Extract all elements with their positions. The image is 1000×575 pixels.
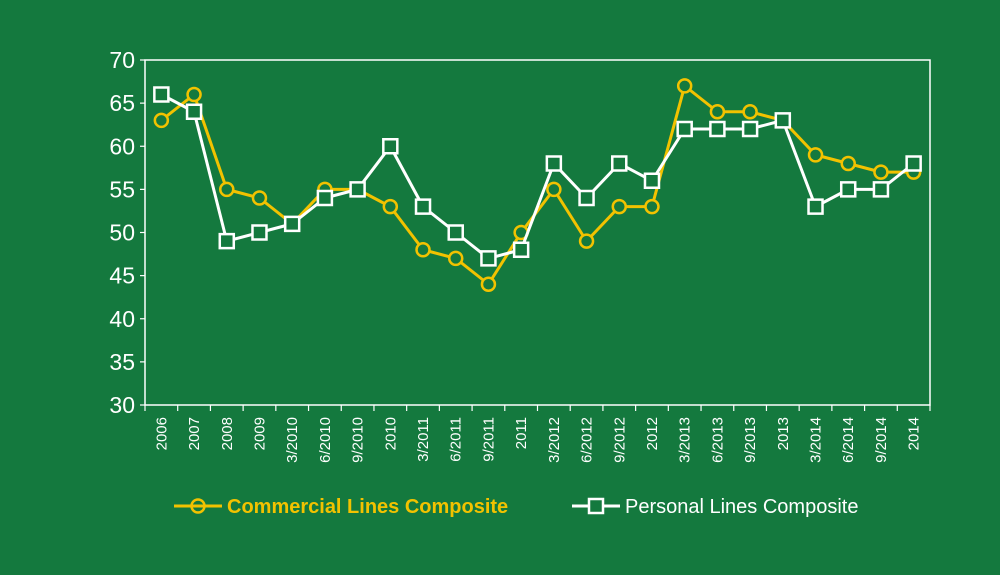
series-personal bbox=[153, 86, 922, 267]
x-tick-label: 2013 bbox=[775, 417, 792, 450]
data-point bbox=[447, 250, 464, 267]
data-point bbox=[676, 78, 693, 94]
y-tick-label: 50 bbox=[109, 220, 135, 246]
data-point bbox=[709, 120, 726, 138]
series-commercial bbox=[153, 78, 922, 292]
data-point bbox=[676, 120, 693, 138]
y-tick-label: 40 bbox=[109, 306, 135, 332]
data-point bbox=[611, 198, 628, 215]
y-tick-label: 30 bbox=[109, 392, 135, 418]
series-line bbox=[160, 93, 915, 260]
x-tick-label: 2008 bbox=[219, 417, 236, 450]
data-point bbox=[839, 181, 857, 198]
x-tick-label: 2006 bbox=[153, 417, 170, 450]
data-point bbox=[153, 86, 170, 103]
data-point bbox=[316, 189, 334, 207]
x-tick-label: 9/2012 bbox=[611, 417, 628, 463]
data-point bbox=[382, 198, 399, 215]
data-point bbox=[512, 241, 530, 258]
x-tick-label: 3/2013 bbox=[677, 417, 694, 463]
data-point bbox=[643, 172, 661, 189]
x-tick-label: 2009 bbox=[251, 417, 268, 450]
data-point bbox=[251, 224, 268, 241]
x-tick-label: 6/2010 bbox=[317, 417, 334, 463]
y-tick-label: 35 bbox=[109, 349, 135, 375]
data-point bbox=[807, 198, 824, 215]
data-point bbox=[480, 276, 497, 292]
data-point bbox=[644, 198, 660, 215]
data-point bbox=[382, 138, 399, 155]
legend: Commercial Lines Composite Personal Line… bbox=[174, 496, 858, 518]
legend-commercial-label: Commercial Lines Composite bbox=[227, 496, 508, 518]
x-tick-label: 6/2014 bbox=[840, 417, 857, 463]
data-point bbox=[774, 112, 792, 129]
data-point bbox=[546, 181, 562, 198]
data-point bbox=[219, 181, 235, 198]
x-tick-label: 9/2010 bbox=[350, 417, 367, 463]
x-tick-label: 3/2010 bbox=[284, 417, 301, 463]
x-tick-label: 2007 bbox=[186, 417, 203, 450]
data-point bbox=[415, 242, 431, 258]
y-tick-label: 70 bbox=[109, 47, 135, 73]
data-point bbox=[447, 224, 464, 241]
data-point bbox=[283, 215, 301, 233]
data-point bbox=[742, 104, 758, 120]
x-tick-label: 9/2011 bbox=[480, 417, 497, 462]
x-tick-label: 2010 bbox=[382, 417, 399, 450]
series-layer bbox=[153, 78, 922, 292]
data-point bbox=[905, 155, 922, 172]
data-point bbox=[251, 190, 268, 206]
data-point bbox=[709, 104, 726, 120]
x-tick-label: 6/2013 bbox=[709, 417, 726, 463]
data-point bbox=[872, 181, 890, 198]
data-point bbox=[840, 155, 856, 172]
data-point bbox=[480, 250, 497, 267]
x-tick-label: 3/2011 bbox=[415, 417, 432, 462]
data-point bbox=[186, 86, 202, 103]
data-point bbox=[218, 232, 236, 250]
series-line bbox=[160, 84, 914, 286]
data-point bbox=[578, 233, 595, 249]
x-tick-label: 9/2013 bbox=[742, 417, 759, 463]
data-point bbox=[741, 120, 759, 138]
x-tick-label: 6/2011 bbox=[448, 417, 465, 462]
data-point bbox=[807, 147, 824, 163]
x-axis: 2006 2007 2008 2009 3/2010 6/2010 9/2010 2010 3/… bbox=[144, 405, 931, 463]
y-tick-label: 45 bbox=[109, 263, 135, 289]
x-tick-label: 3/2012 bbox=[546, 417, 563, 463]
x-tick-label: 2012 bbox=[644, 417, 661, 450]
legend-commercial-marker bbox=[190, 498, 206, 514]
legend-personal-marker bbox=[587, 497, 605, 515]
y-tick-label: 55 bbox=[109, 176, 135, 202]
y-tick-label: 65 bbox=[109, 90, 135, 116]
data-point bbox=[545, 155, 563, 172]
data-point bbox=[578, 189, 595, 207]
data-point bbox=[185, 103, 203, 120]
x-tick-label: 2014 bbox=[906, 417, 923, 450]
y-axis: 30 35 40 45 50 55 60 65 70 bbox=[109, 47, 145, 418]
data-point bbox=[873, 164, 889, 180]
x-tick-label: 6/2012 bbox=[579, 417, 596, 463]
legend-personal-label: Personal Lines Composite bbox=[625, 496, 858, 518]
data-point bbox=[153, 112, 170, 129]
data-point bbox=[349, 181, 366, 198]
x-tick-label: 3/2014 bbox=[808, 417, 825, 463]
data-point bbox=[414, 198, 432, 215]
x-tick-label: 9/2014 bbox=[873, 417, 890, 463]
data-point bbox=[611, 155, 628, 172]
y-tick-label: 60 bbox=[109, 133, 135, 159]
x-tick-label: 2011 bbox=[513, 417, 530, 449]
